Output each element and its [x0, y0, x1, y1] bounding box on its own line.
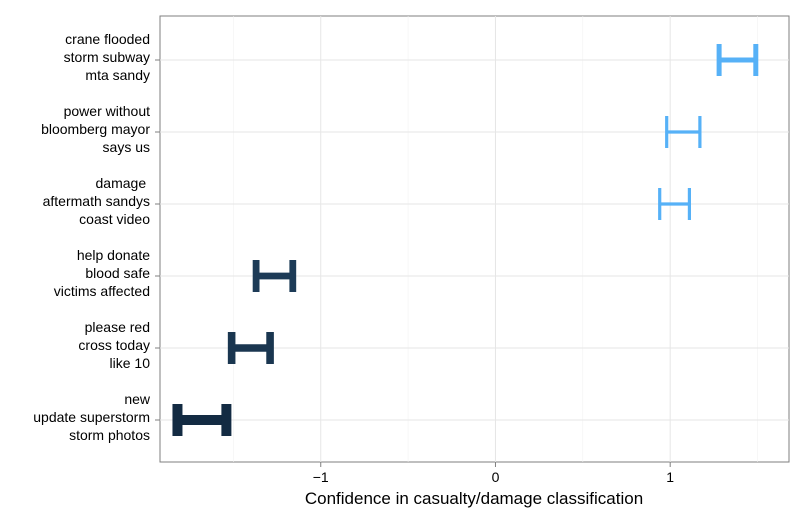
y-tick-label: damage aftermath sandys coast video — [43, 175, 151, 227]
error-bar — [227, 332, 274, 364]
y-tick-label: please red cross today like 10 — [78, 319, 150, 371]
y-tick-label: power without bloomberg mayor says us — [41, 103, 150, 155]
error-bar — [252, 260, 297, 292]
error-bar — [665, 116, 702, 148]
plot-panel — [159, 15, 790, 463]
y-tick-label: crane flooded storm subway mta sandy — [64, 31, 150, 83]
x-tick-label: 1 — [666, 469, 674, 485]
x-tick-label: −1 — [313, 469, 329, 485]
error-bar — [658, 188, 692, 220]
x-axis: −1 0 1 — [313, 462, 674, 485]
x-tick-label: 0 — [492, 469, 500, 485]
y-tick-label: new update superstorm storm photos — [33, 391, 151, 443]
y-tick-label: help donate blood safe victims affected — [54, 247, 150, 299]
y-axis-labels: crane flooded storm subway mta sandy power … — [33, 31, 160, 443]
error-bars — [172, 44, 759, 436]
error-bar — [172, 404, 232, 436]
error-bar — [716, 44, 759, 76]
x-axis-title: Confidence in casualty/damage classifica… — [305, 489, 643, 508]
